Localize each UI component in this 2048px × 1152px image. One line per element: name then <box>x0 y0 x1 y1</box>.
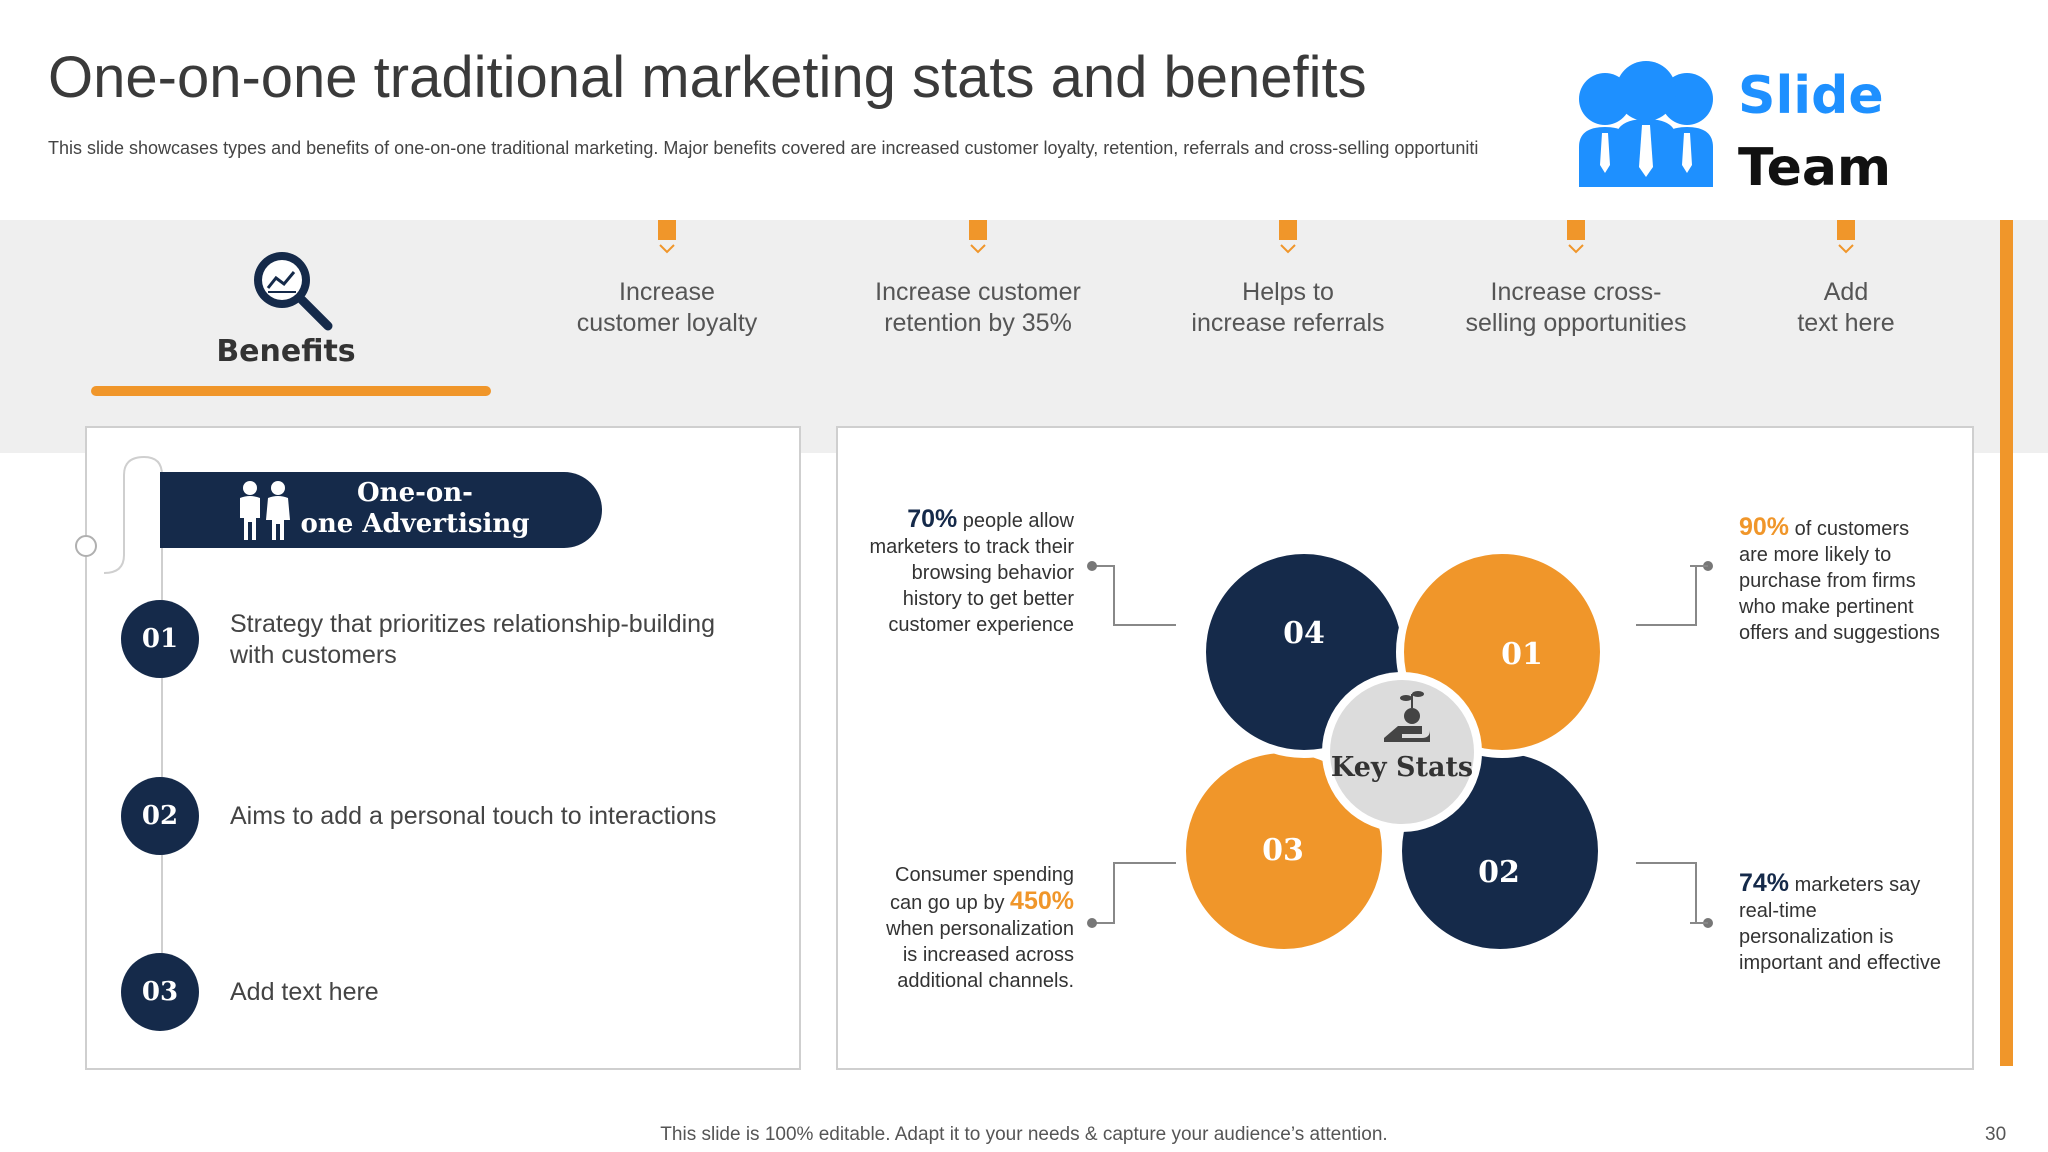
stat-line: is increased across <box>902 944 1074 966</box>
stat-line: Consumer spending <box>895 864 1074 886</box>
stat-value: 90% <box>1739 513 1790 541</box>
benefits-band <box>0 220 2048 453</box>
stat-02: 74% marketers say real-time personalizat… <box>1739 870 1979 976</box>
benefit-text: Increase <box>619 278 715 306</box>
petal-label-02: 02 <box>1478 855 1520 890</box>
step-number: 02 <box>121 777 199 855</box>
chevron-down-icon <box>970 244 986 254</box>
stat-line: marketers say <box>1794 874 1921 896</box>
petal-label-01: 01 <box>1501 637 1543 672</box>
stat-line: can go up by <box>889 892 1005 914</box>
benefit-item: Helps to increase referrals <box>1158 220 1418 339</box>
page-subtitle: This slide showcases types and benefits … <box>48 138 1479 158</box>
marker-tab <box>1279 220 1297 240</box>
stat-line: real-time <box>1739 900 1817 922</box>
step-text-line: with customers <box>230 641 397 669</box>
stat-line: purchase from firms <box>1739 570 1916 592</box>
stat-line: when personalization <box>886 918 1074 940</box>
petal-label-04: 04 <box>1283 616 1325 651</box>
stat-line: are more likely to <box>1739 544 1892 566</box>
stat-line: browsing behavior <box>911 562 1074 584</box>
page-title: One-on-one traditional marketing stats a… <box>48 45 1367 110</box>
page-number: 30 <box>1985 1124 2007 1145</box>
stat-line: customer experience <box>888 614 1074 636</box>
benefit-item: Increase customer loyalty <box>537 220 797 339</box>
advertising-heading-pill <box>160 472 602 548</box>
key-stats-label: Key Stats <box>1330 752 1474 783</box>
stat-04: 70% people allow marketers to track thei… <box>820 506 1074 638</box>
benefit-text: customer loyalty <box>576 309 758 337</box>
benefit-text: Add <box>1823 278 1869 306</box>
stat-line: marketers to track their <box>869 536 1074 558</box>
slideteam-logo-icon <box>1579 61 1713 187</box>
benefit-text: increase referrals <box>1191 309 1385 337</box>
key-stats-center <box>1330 680 1474 824</box>
step-text-line: Strategy that prioritizes relationship-b… <box>230 610 715 638</box>
heading-line: one Advertising <box>300 509 530 539</box>
benefit-text: Increase cross- <box>1490 278 1662 306</box>
step-text: Add text here <box>230 978 379 1006</box>
stat-line: of customers <box>1794 518 1910 540</box>
marker-tab <box>969 220 987 240</box>
stat-line: personalization is <box>1739 926 1894 948</box>
marker-tab <box>658 220 676 240</box>
step-number: 03 <box>121 953 199 1031</box>
benefit-item: Increase cross-selling opportunities <box>1446 220 1706 339</box>
benefit-text: text here <box>1797 309 1895 337</box>
stat-03: Consumer spending can go up by 450% when… <box>820 862 1074 994</box>
benefits-underline <box>91 386 491 396</box>
marker-tab <box>1837 220 1855 240</box>
key-stats-diagram <box>1087 546 1713 957</box>
footer-note: This slide is 100% editable. Adapt it to… <box>660 1124 1388 1145</box>
stat-line: history to get better <box>902 588 1074 610</box>
accent-bar <box>2000 220 2013 1066</box>
heading-line: One-on- <box>357 478 473 508</box>
timeline-connector <box>75 455 163 995</box>
advertising-heading: One-on- one Advertising <box>300 478 530 540</box>
stat-value: 450% <box>1010 887 1074 915</box>
stat-value: 74% <box>1739 869 1790 897</box>
stat-01: 90% of customers are more likely to purc… <box>1739 514 1979 646</box>
benefit-text: selling opportunities <box>1465 309 1687 337</box>
stat-line: important and effective <box>1739 952 1941 974</box>
marker-tab <box>1567 220 1585 240</box>
stat-line: additional channels. <box>897 970 1074 992</box>
logo-text-slide: Slide <box>1738 66 1884 126</box>
step-text: Strategy that prioritizes relationship-b… <box>230 609 715 671</box>
benefit-text: retention by 35% <box>884 309 1072 337</box>
benefit-text: Helps to <box>1242 278 1334 306</box>
money-plant-icon <box>1384 691 1430 742</box>
stat-line: people allow <box>962 510 1074 532</box>
logo-text-team: Team <box>1738 138 1892 198</box>
stat-value: 70% <box>907 505 958 533</box>
chevron-down-icon <box>1280 244 1296 254</box>
step-text: Aims to add a personal touch to interact… <box>230 802 717 830</box>
chevron-down-icon <box>1568 244 1584 254</box>
chevron-down-icon <box>1838 244 1854 254</box>
petal-label-03: 03 <box>1262 833 1304 868</box>
benefit-item: Add text here <box>1716 220 1976 339</box>
chevron-down-icon <box>659 244 675 254</box>
benefits-label: Benefits <box>216 334 356 369</box>
benefit-text: Increase customer <box>875 278 1081 306</box>
stat-line: offers and suggestions <box>1739 622 1940 644</box>
stat-line: who make pertinent <box>1739 596 1914 618</box>
benefit-item: Increase customer retention by 35% <box>848 220 1108 339</box>
magnifier-chart-icon <box>254 252 333 331</box>
couple-icon <box>240 481 290 540</box>
step-number: 01 <box>121 600 199 678</box>
